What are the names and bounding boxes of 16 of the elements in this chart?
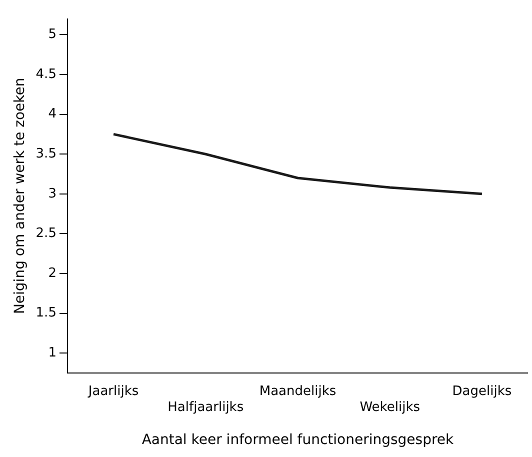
- y-tick-label: 4: [48, 106, 56, 122]
- y-tick-label: 3.5: [36, 146, 56, 162]
- y-tick-label: 2.5: [36, 226, 56, 242]
- x-tick-label: Halfjaarlijks: [168, 400, 244, 415]
- y-axis-title: Neiging om ander werk te zoeken: [12, 78, 28, 314]
- x-tick-label: Wekelijks: [360, 400, 420, 415]
- y-tick-label: 3: [48, 186, 56, 202]
- x-tick-label: Dagelijks: [452, 384, 512, 400]
- y-tick-label: 5: [48, 27, 56, 42]
- x-axis-title: Aantal keer informeel functioneringsgesprek: [142, 432, 455, 448]
- y-tick-label: 2: [48, 266, 56, 281]
- y-tick-label: 4.5: [36, 66, 56, 82]
- y-tick-label: 1: [48, 345, 56, 360]
- y-tick-label: 1.5: [36, 306, 56, 321]
- x-tick-label: Jaarlijks: [87, 384, 139, 400]
- x-tick-label: Maandelijks: [259, 384, 336, 400]
